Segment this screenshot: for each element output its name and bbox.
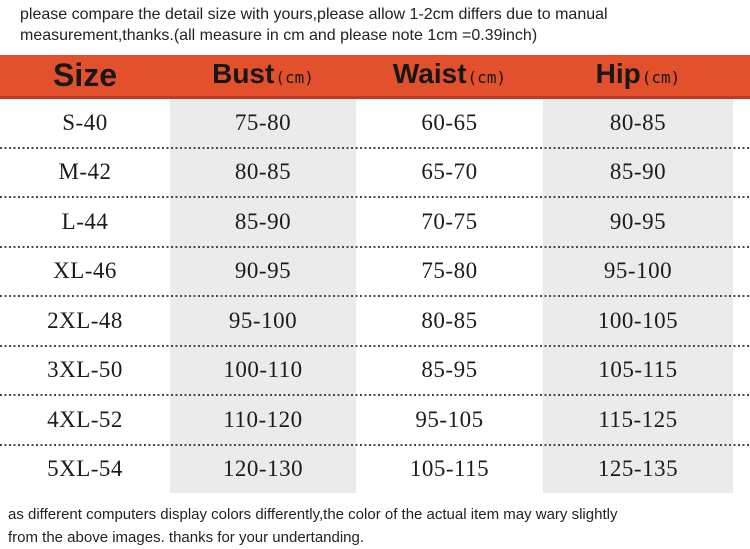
bust-cell: 80-85 <box>234 159 292 185</box>
size-cell: 4XL-52 <box>47 406 123 432</box>
size-cell: 5XL-54 <box>47 456 123 482</box>
header-unit-waist: (cm) <box>467 68 507 87</box>
bottom-note-line1: as different computers display colors di… <box>8 506 618 523</box>
bust-cell: 110-120 <box>223 406 303 432</box>
header-label-bust: Bust <box>212 58 275 89</box>
table-row: M-42 80-85 65-70 85-90 <box>0 149 750 197</box>
size-cell: XL-46 <box>53 258 117 284</box>
header-label-waist: Waist <box>392 58 467 89</box>
table-row: S-40 75-80 60-65 80-85 <box>0 99 750 147</box>
waist-cell: 70-75 <box>421 208 478 234</box>
hip-cell: 100-105 <box>597 307 679 333</box>
bottom-note: as different computers display colors di… <box>0 493 750 549</box>
dotted-separator <box>0 245 750 248</box>
dotted-separator <box>0 344 750 347</box>
size-cell: 2XL-48 <box>47 307 123 333</box>
bust-cell: 75-80 <box>234 109 292 135</box>
waist-cell: 75-80 <box>421 258 478 284</box>
bottom-note-line2: from the above images. thanks for your u… <box>8 529 365 546</box>
header-cell-bust: Bust(cm) <box>170 53 356 98</box>
hip-cell: 115-125 <box>598 406 678 432</box>
hip-cell: 80-85 <box>609 109 667 135</box>
header-unit-hip: (cm) <box>641 68 681 87</box>
hip-cell: 90-95 <box>609 208 667 234</box>
waist-cell: 80-85 <box>421 307 478 333</box>
bust-cell: 120-130 <box>222 456 304 482</box>
table-row: 5XL-54 120-130 105-115 125-135 <box>0 446 750 494</box>
header-label-size: Size <box>52 57 118 93</box>
waist-cell: 65-70 <box>421 159 478 185</box>
dotted-separator <box>0 196 750 198</box>
top-note-line2: measurement,thanks.(all measure in cm an… <box>20 27 538 44</box>
header-cell-hip: Hip(cm) <box>543 53 733 98</box>
dotted-separator <box>0 443 750 446</box>
bust-cell: 100-110 <box>223 357 303 383</box>
hip-cell: 125-135 <box>597 456 679 482</box>
table-row: 2XL-48 95-100 80-85 100-105 <box>0 297 750 345</box>
top-note-line1: please compare the detail size with your… <box>20 6 608 23</box>
bust-cell: 85-90 <box>234 208 292 234</box>
bust-cell: 95-100 <box>228 307 298 333</box>
table-row: L-44 85-90 70-75 90-95 <box>0 198 750 246</box>
dotted-separator <box>0 394 750 396</box>
header-cell-waist: Waist(cm) <box>356 53 543 98</box>
waist-cell: 95-105 <box>415 406 484 432</box>
table-row: XL-46 90-95 75-80 95-100 <box>0 248 750 296</box>
table-row: 4XL-52 110-120 95-105 115-125 <box>0 396 750 444</box>
size-cell: M-42 <box>58 159 112 185</box>
header-cell-size: Size <box>0 55 170 96</box>
size-table-header: Size Bust(cm) Waist(cm) Hip(cm) <box>0 55 750 99</box>
size-table-body: S-40 75-80 60-65 80-85 M-42 80-85 65-70 … <box>0 99 750 493</box>
top-note: please compare the detail size with your… <box>0 0 750 46</box>
header-label-hip: Hip <box>595 58 641 89</box>
table-row: 3XL-50 100-110 85-95 105-115 <box>0 347 750 395</box>
hip-cell: 105-115 <box>598 357 678 383</box>
size-cell: S-40 <box>62 109 108 135</box>
waist-cell: 105-115 <box>409 456 490 482</box>
size-cell: L-44 <box>61 208 109 234</box>
dotted-separator <box>0 146 750 149</box>
bust-cell: 90-95 <box>234 258 292 284</box>
waist-cell: 85-95 <box>421 357 478 383</box>
waist-cell: 60-65 <box>421 109 478 135</box>
hip-cell: 85-90 <box>609 159 667 185</box>
header-unit-bust: (cm) <box>275 68 314 87</box>
size-cell: 3XL-50 <box>47 357 123 383</box>
hip-cell: 95-100 <box>603 258 673 284</box>
dotted-separator <box>0 295 750 297</box>
